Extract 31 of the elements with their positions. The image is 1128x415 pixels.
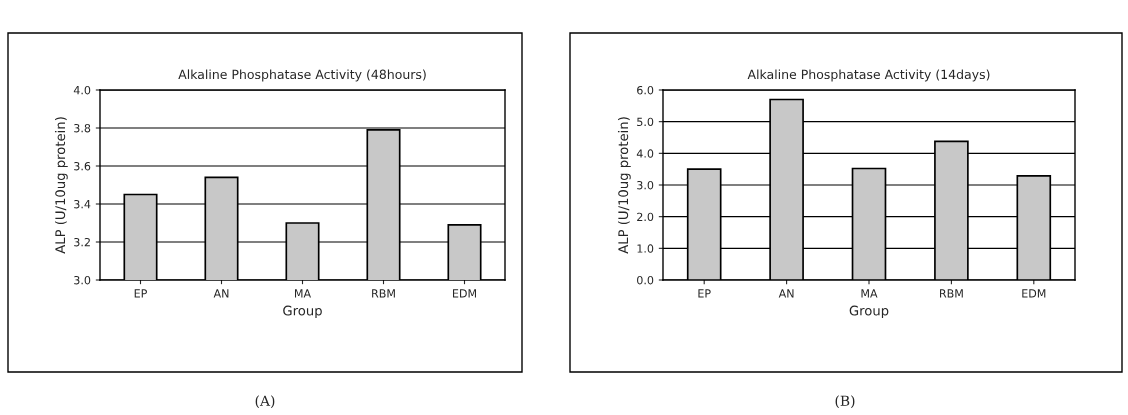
y-tick-label: 1.0 (637, 244, 654, 253)
x-axis-title: Group (283, 305, 322, 319)
x-tick-label: EDM (453, 289, 476, 298)
y-tick-label: 3.0 (74, 275, 91, 285)
x-tick-label: AN (213, 289, 229, 298)
y-tick-label: 4.0 (73, 85, 91, 95)
y-tick-label: 5.0 (637, 117, 654, 127)
text: (A) (255, 395, 275, 408)
chart-title: Alkaline Phosphatase Activity (14days) (747, 69, 990, 82)
y-tick-label: 3.8 (74, 123, 91, 133)
chart-title: Alkaline Phosphatase Activity (48hours) (178, 69, 426, 82)
x-tick-label: EDM (1022, 289, 1046, 298)
x-tick-label: EP (134, 289, 147, 298)
x-tick-label: MA (295, 289, 311, 298)
x-tick-label: AN (778, 289, 794, 298)
y-tick-label: 3.0 (637, 180, 654, 190)
y-axis-title: ALP (U/10ug protein) (54, 117, 68, 254)
y-tick-label: 6.0 (637, 85, 654, 95)
x-tick-label: MA (861, 289, 878, 298)
y-tick-label: 2.0 (637, 212, 654, 222)
x-tick-label: EP (698, 289, 711, 298)
y-axis-title: ALP (U/10ug protein) (617, 117, 631, 254)
y-tick-label: 3.6 (74, 161, 91, 171)
y-tick-label: 3.4 (74, 199, 91, 209)
x-tick-label: RBM (940, 289, 963, 298)
y-tick-label: 3.2 (74, 237, 90, 247)
x-axis-title: Group (849, 305, 889, 319)
y-tick-label: 0.0 (637, 275, 654, 285)
y-tick-label: 4.0 (636, 149, 654, 158)
text: (B) (835, 395, 855, 408)
x-tick-label: RBM (372, 289, 395, 298)
